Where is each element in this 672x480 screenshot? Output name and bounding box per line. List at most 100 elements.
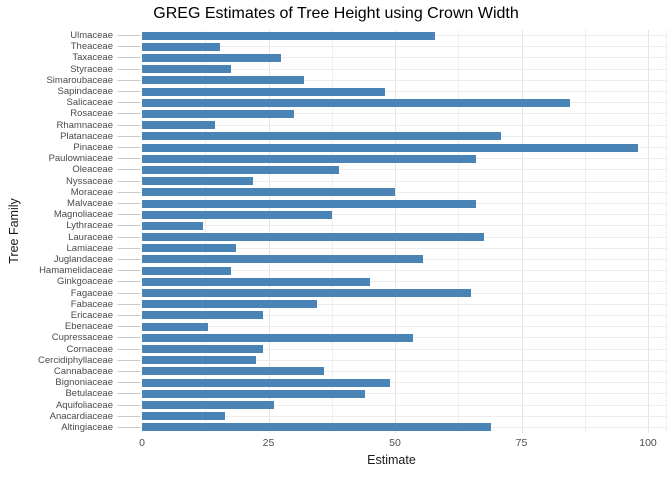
bar-ebenaceae [142, 322, 208, 331]
category-gridline [116, 180, 667, 182]
category-gridline [116, 314, 667, 316]
y-tick-label: Cupressaceae [51, 332, 113, 344]
y-tick-label: Sapindaceae [57, 86, 113, 98]
y-tick-label: Nyssaceae [66, 175, 113, 187]
y-axis-tick [118, 225, 140, 227]
bar-salicaceae [142, 98, 570, 107]
y-tick-label: Ebenaceae [64, 321, 113, 333]
category-gridline [116, 415, 667, 417]
y-tick-label: Moraceae [70, 186, 113, 198]
bar-rosaceae [142, 109, 294, 118]
y-tick-label: Taxaceae [72, 52, 113, 64]
y-axis-tick [118, 158, 140, 160]
y-axis-tick [118, 415, 140, 417]
y-axis-tick [118, 124, 140, 126]
bar-cupressaceae [142, 333, 413, 342]
y-tick-label: Paulowniaceae [48, 153, 113, 165]
bar-malvaceae [142, 199, 476, 208]
y-axis-tick [118, 337, 140, 339]
y-axis-tick [118, 169, 140, 171]
y-axis-tick [118, 258, 140, 260]
y-axis-tick [118, 370, 140, 372]
bar-platanaceae [142, 132, 502, 141]
category-gridline [116, 404, 667, 406]
y-tick-label: Fabaceae [70, 298, 113, 310]
bar-magnoliaceae [142, 210, 332, 219]
bar-altingiaceae [142, 423, 492, 432]
bar-fabaceae [142, 300, 317, 309]
y-axis-tick [118, 57, 140, 59]
chart-title: GREG Estimates of Tree Height using Crow… [153, 5, 519, 22]
bar-sapindaceae [142, 87, 385, 96]
bar-ericaceae [142, 311, 264, 320]
category-gridline [116, 225, 667, 227]
y-axis-tick [118, 214, 140, 216]
major-gridline [648, 30, 649, 433]
category-gridline [116, 270, 667, 272]
bar-nyssaceae [142, 177, 254, 186]
bar-ginkgoaceae [142, 277, 370, 286]
category-gridline [116, 303, 667, 305]
y-axis-tick [118, 191, 140, 193]
y-tick-label: Magnoliaceae [53, 209, 113, 221]
category-gridline [116, 57, 667, 59]
y-tick-label: Styraceae [70, 63, 113, 75]
bar-lythraceae [142, 221, 203, 230]
panel-edge-gridline [666, 30, 667, 433]
y-tick-label: Cercidiphyllaceae [38, 354, 113, 366]
y-tick-label: Oleaceae [72, 164, 113, 176]
y-axis-tick [118, 247, 140, 249]
y-axis-tick [118, 147, 140, 149]
y-tick-label: Lauraceae [68, 231, 113, 243]
y-axis-tick [118, 348, 140, 350]
bar-simaroubaceae [142, 76, 304, 85]
bar-betulaceae [142, 389, 365, 398]
x-axis-title: Estimate [367, 453, 416, 467]
y-tick-label: Betulaceae [65, 388, 113, 400]
category-gridline [116, 46, 667, 48]
bar-lamiaceae [142, 244, 236, 253]
y-tick-label: Anacardiaceae [49, 410, 113, 422]
bar-cannabaceae [142, 367, 325, 376]
y-axis-tick [118, 314, 140, 316]
y-axis-tick [118, 404, 140, 406]
y-axis-tick [118, 281, 140, 283]
y-tick-label: Aquifoliaceae [55, 399, 113, 411]
major-gridline [268, 30, 270, 433]
bar-juglandaceae [142, 255, 423, 264]
bar-styraceae [142, 65, 231, 74]
y-axis-tick [118, 135, 140, 137]
category-gridline [116, 326, 667, 328]
y-tick-label: Fagaceae [70, 287, 113, 299]
y-axis-tick [118, 180, 140, 182]
major-gridline [521, 30, 523, 433]
y-tick-label: Rhamnaceae [56, 119, 113, 131]
y-axis-tick [118, 359, 140, 361]
y-axis-tick [118, 326, 140, 328]
x-tick-label: 50 [389, 437, 401, 449]
category-gridline [116, 281, 667, 283]
bar-ulmaceae [142, 31, 436, 40]
y-tick-label: Platanaceae [60, 130, 113, 142]
minor-gridline [205, 30, 207, 433]
y-axis-tick [118, 270, 140, 272]
y-axis-tick [118, 292, 140, 294]
bar-oleaceae [142, 165, 340, 174]
bar-cornaceae [142, 345, 264, 354]
category-gridline [116, 359, 667, 361]
x-tick-label: 0 [139, 437, 145, 449]
bar-pinaceae [142, 143, 638, 152]
y-axis-tick [118, 46, 140, 48]
bar-taxaceae [142, 53, 282, 62]
y-tick-label: Hamamelidaceae [39, 265, 113, 277]
minor-gridline [331, 30, 333, 433]
y-axis-tick [118, 113, 140, 115]
bar-paulowniaceae [142, 154, 476, 163]
y-tick-label: Simaroubaceae [46, 74, 113, 86]
category-gridline [116, 124, 667, 126]
y-tick-label: Cornaceae [66, 343, 113, 355]
y-tick-label: Lythraceae [66, 220, 113, 232]
x-tick-label: 100 [639, 437, 657, 449]
y-axis-tick [118, 203, 140, 204]
